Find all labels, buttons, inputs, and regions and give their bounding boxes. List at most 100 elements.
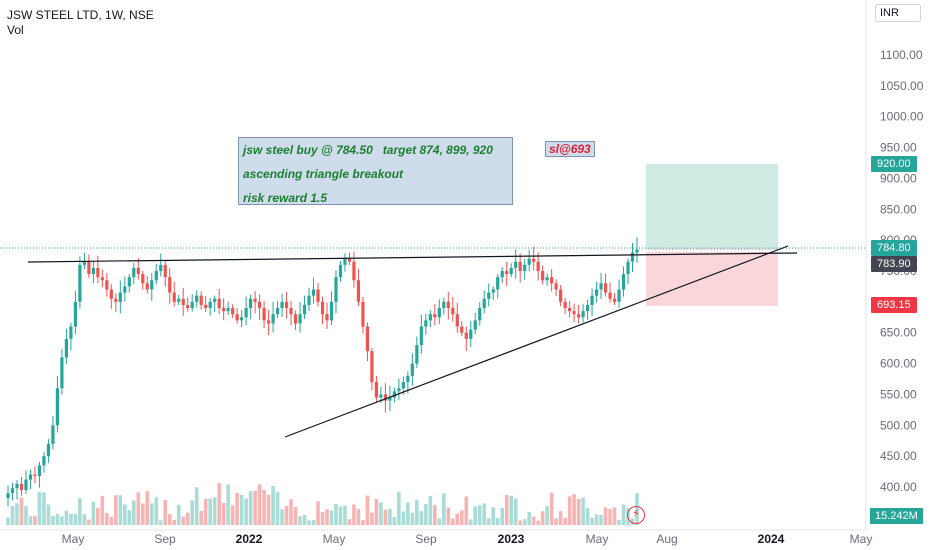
candle-body bbox=[64, 338, 69, 358]
candle-body bbox=[275, 308, 280, 315]
volume-bar bbox=[28, 516, 33, 525]
volume-bar bbox=[374, 499, 379, 525]
volume-bar bbox=[361, 520, 365, 525]
price-tick-label: 600.00 bbox=[880, 357, 917, 371]
last-price-badge: 784.80 bbox=[871, 240, 917, 256]
volume-bar bbox=[307, 520, 311, 525]
candle-body bbox=[82, 261, 86, 265]
candle-body bbox=[316, 289, 320, 302]
volume-bar bbox=[473, 506, 478, 525]
volume-bar bbox=[468, 519, 473, 525]
candle-body bbox=[154, 271, 158, 281]
time-axis[interactable]: May Sep 2022 May Sep 2023 May Aug 2024 May bbox=[62, 532, 873, 546]
volume-bar bbox=[212, 497, 217, 525]
time-tick-label: Aug bbox=[656, 532, 677, 546]
volume-bar bbox=[531, 516, 536, 525]
candle-body bbox=[150, 280, 154, 290]
volume-bar bbox=[527, 512, 531, 525]
volume-bar bbox=[82, 514, 87, 525]
candle-body bbox=[487, 292, 491, 299]
volume-bar bbox=[334, 503, 338, 525]
volume-bar bbox=[226, 484, 230, 525]
entry-price-badge: 783.90 bbox=[871, 256, 917, 272]
candle-body bbox=[621, 274, 626, 290]
candle-body bbox=[635, 249, 639, 253]
currency-selector[interactable]: INR bbox=[875, 4, 921, 22]
stop-loss-note[interactable]: sl@693 bbox=[545, 141, 595, 157]
price-tick-label: 400.00 bbox=[880, 480, 917, 494]
volume-bar bbox=[491, 507, 496, 525]
candle-body bbox=[145, 283, 149, 290]
loss-zone[interactable] bbox=[646, 252, 778, 306]
stop-price-badge: 693.15 bbox=[871, 297, 917, 313]
volume-bar bbox=[42, 492, 46, 525]
price-tick-label: 550.00 bbox=[880, 387, 917, 401]
volume-bar bbox=[51, 515, 55, 525]
candle-body bbox=[235, 314, 239, 321]
candle-body bbox=[78, 264, 82, 302]
candle-body bbox=[594, 289, 599, 296]
candle-body bbox=[172, 292, 176, 302]
candle-body bbox=[60, 357, 64, 389]
volume-bar bbox=[612, 507, 617, 525]
volume-bar bbox=[239, 494, 244, 525]
volume-bar bbox=[536, 520, 540, 525]
candle-body bbox=[177, 298, 181, 302]
resistance-trendline[interactable] bbox=[27, 252, 798, 263]
candle-body bbox=[568, 308, 572, 312]
price-axis[interactable]: 400.00450.00500.00550.00600.00650.00700.… bbox=[880, 48, 924, 494]
volume-bar bbox=[433, 505, 437, 525]
volume-bar bbox=[558, 511, 563, 525]
volume-bar bbox=[356, 508, 361, 525]
candle-body bbox=[352, 261, 356, 281]
volume-bar bbox=[410, 512, 415, 525]
candle-body bbox=[159, 264, 163, 271]
volume-bar bbox=[176, 504, 181, 525]
time-tick-label: Sep bbox=[415, 532, 437, 546]
candle-body bbox=[329, 301, 334, 321]
candle-body bbox=[572, 311, 576, 315]
time-tick-label: May bbox=[323, 532, 346, 546]
volume-bar bbox=[158, 520, 163, 525]
candle-body bbox=[73, 301, 77, 327]
profit-zone[interactable] bbox=[646, 164, 778, 248]
candle-body bbox=[608, 292, 612, 299]
volume-bar bbox=[167, 514, 172, 525]
candle-body bbox=[204, 304, 208, 309]
volume-bar bbox=[581, 497, 585, 525]
volume-bar bbox=[64, 510, 69, 525]
volume-bar bbox=[140, 503, 145, 525]
candle-body bbox=[208, 301, 212, 309]
candle-body bbox=[509, 267, 513, 275]
volume-bar bbox=[437, 518, 442, 525]
candle-body bbox=[195, 295, 199, 302]
candle-body bbox=[325, 314, 329, 321]
volume-bar bbox=[316, 501, 320, 525]
volume-bar bbox=[486, 518, 491, 525]
candle-body bbox=[437, 308, 441, 318]
candle-body bbox=[365, 326, 370, 352]
candle-body bbox=[258, 301, 262, 309]
candle-body bbox=[46, 443, 51, 457]
candle-body bbox=[266, 320, 271, 324]
volume-bar bbox=[271, 486, 275, 525]
volume-bar bbox=[284, 505, 289, 525]
support-trendline[interactable] bbox=[284, 245, 789, 438]
candle-body bbox=[446, 301, 450, 309]
candle-body bbox=[478, 308, 482, 321]
candle-body bbox=[231, 308, 235, 315]
flash-icon[interactable]: ⚡ bbox=[627, 506, 645, 524]
trade-note[interactable]: jsw steel buy @ 784.50 target 874, 899, … bbox=[238, 137, 513, 205]
candle-body bbox=[127, 277, 131, 287]
candle-body bbox=[109, 289, 113, 299]
candle-body bbox=[482, 298, 486, 309]
candle-body bbox=[626, 261, 630, 275]
candle-body bbox=[590, 295, 594, 305]
candle-body bbox=[334, 277, 338, 302]
symbol-title[interactable]: JSW STEEL LTD, 1W, NSE bbox=[7, 8, 154, 22]
volume-bar bbox=[109, 517, 114, 525]
candle-body bbox=[307, 295, 311, 305]
volume-bar bbox=[262, 489, 266, 525]
volume-bar bbox=[585, 508, 590, 525]
